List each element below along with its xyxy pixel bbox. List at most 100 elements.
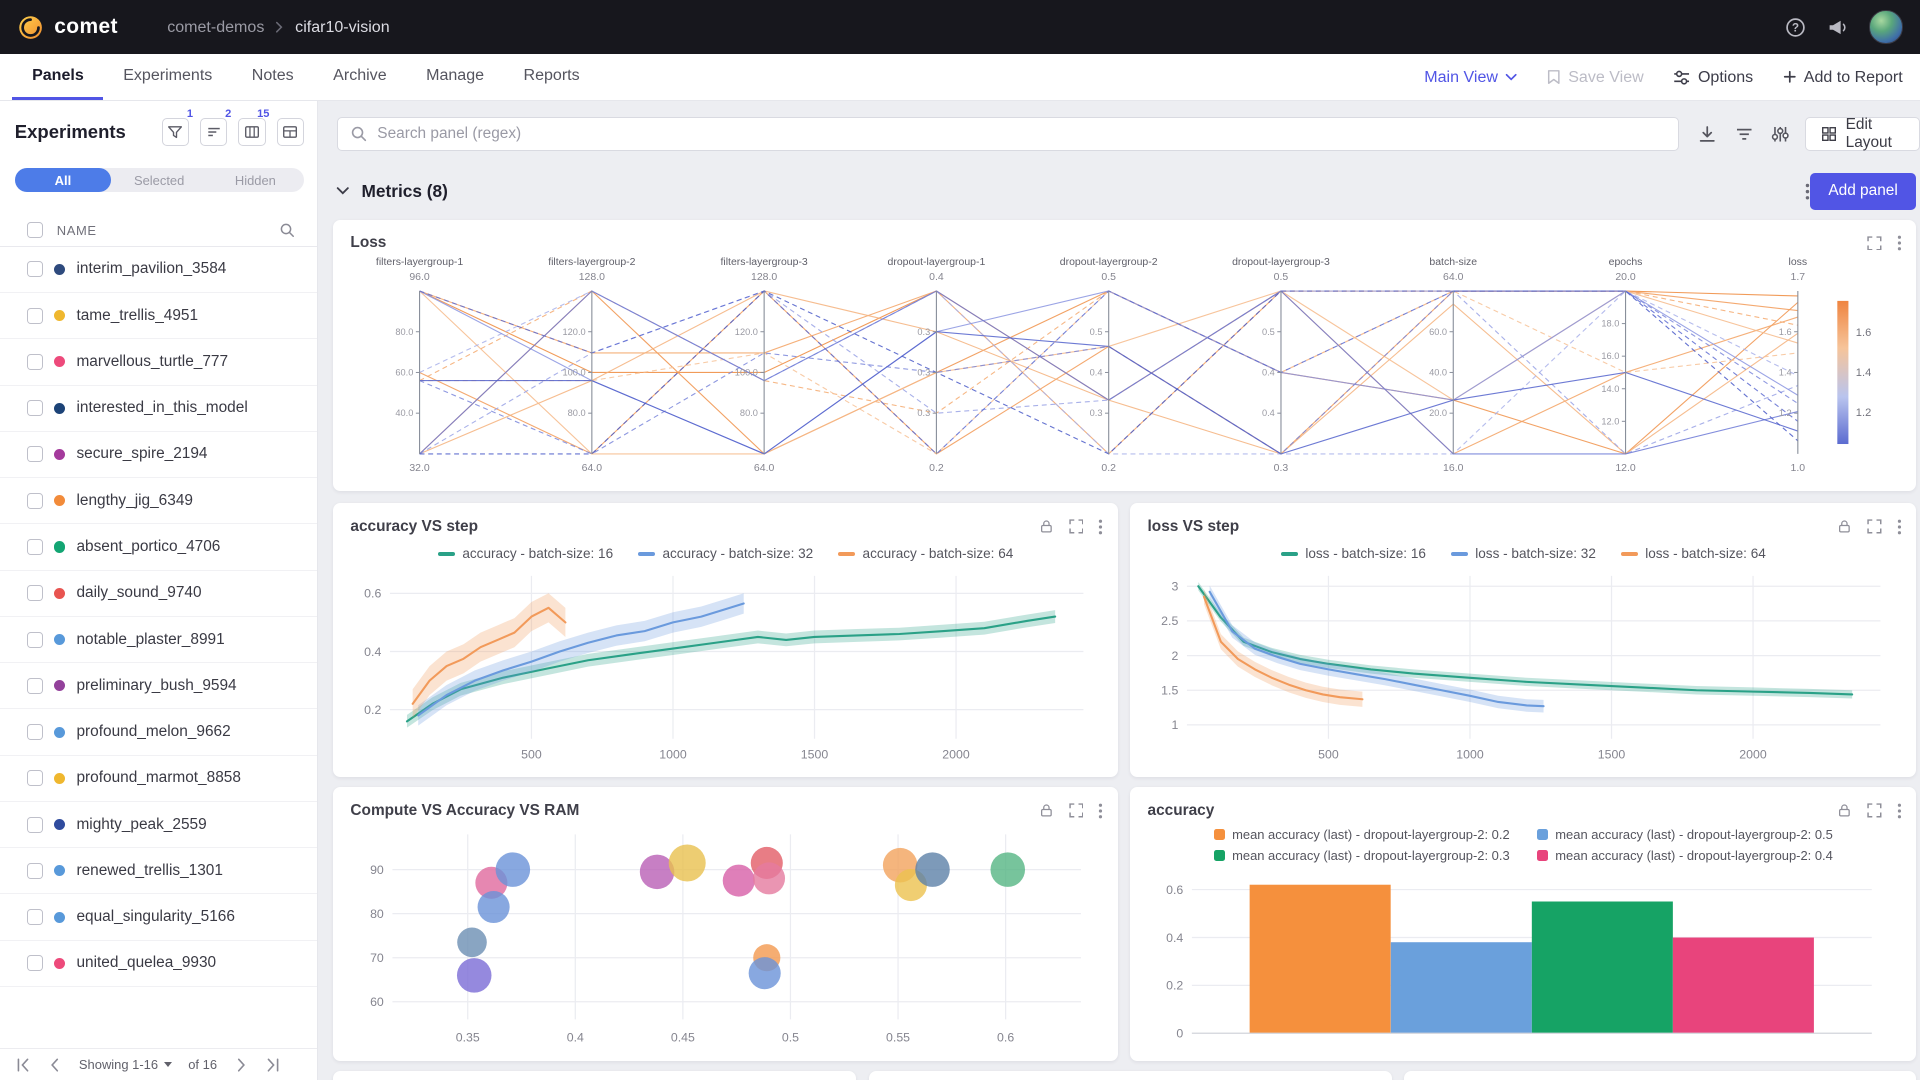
breadcrumb-project[interactable]: cifar10-vision [295,17,390,36]
options-button[interactable]: Options [1673,68,1753,87]
select-all-checkbox[interactable] [27,222,44,239]
user-avatar[interactable] [1869,10,1903,44]
save-view-button[interactable]: Save View [1547,68,1644,87]
legend-item[interactable]: mean accuracy (last) - dropout-layergrou… [1536,848,1833,863]
tab-experiments[interactable]: Experiments [123,66,213,85]
panel-search-input[interactable] [377,124,1666,143]
experiment-row[interactable]: interested_in_this_model [0,386,318,432]
expand-icon[interactable] [1867,519,1882,534]
legend-item[interactable]: loss - batch-size: 16 [1280,546,1426,561]
experiment-checkbox[interactable] [27,816,44,833]
legend-item[interactable]: mean accuracy (last) - dropout-layergrou… [1213,848,1510,863]
tab-panels[interactable]: Panels [12,54,104,101]
experiment-row[interactable]: lengthy_jig_6349 [0,478,318,525]
experiment-checkbox[interactable] [27,677,44,694]
svg-text:0.6: 0.6 [997,1030,1014,1044]
filter-selected[interactable]: Selected [133,172,185,188]
announcement-icon[interactable] [1827,17,1848,38]
legend-item[interactable]: mean accuracy (last) - dropout-layergrou… [1536,827,1833,842]
collapse-chevron-icon[interactable] [336,186,350,196]
columns-button[interactable]: 15 [238,108,269,146]
edit-layout-button[interactable]: Edit Layout [1805,116,1920,151]
experiment-row[interactable]: interim_pavilion_3584 [0,247,318,294]
experiment-row[interactable]: renewed_trellis_1301 [0,848,318,895]
experiment-checkbox[interactable] [27,585,44,602]
legend-item[interactable]: accuracy - batch-size: 64 [837,546,1013,561]
experiment-row[interactable]: secure_spire_2194 [0,432,318,479]
experiment-checkbox[interactable] [27,400,44,417]
expand-icon[interactable] [1867,236,1882,251]
kebab-icon[interactable] [1098,519,1103,535]
panel-settings-icon[interactable] [1771,125,1790,144]
filter-experiments-button[interactable]: 1 [161,108,193,146]
experiment-checkbox[interactable] [27,955,44,972]
lock-icon[interactable] [1039,519,1054,534]
kebab-icon[interactable] [1098,803,1103,819]
parallel-coordinates-chart[interactable]: filters-layergroup-1 96.0 32.0 80.0 60.0 40.0… [348,254,1901,481]
experiment-checkbox[interactable] [27,446,44,463]
legend-item[interactable]: loss - batch-size: 32 [1450,546,1596,561]
experiment-row[interactable]: united_quelea_9930 [0,941,318,988]
experiment-checkbox[interactable] [27,307,44,324]
first-page-icon[interactable] [15,1057,31,1073]
expand-icon[interactable] [1069,519,1084,534]
experiment-checkbox[interactable] [27,261,44,278]
legend-item[interactable]: loss - batch-size: 64 [1620,546,1766,561]
tab-reports[interactable]: Reports [523,66,580,85]
experiment-row[interactable]: daily_sound_9740 [0,571,318,617]
loss-line-chart[interactable]: 500 1000 1500 2000 1 1.5 2 2.5 3 [1145,566,1900,763]
experiment-checkbox[interactable] [27,770,44,787]
experiment-checkbox[interactable] [27,909,44,926]
accuracy-line-chart[interactable]: 500 1000 1500 2000 0.2 0.4 0.6 [348,566,1103,763]
help-icon[interactable] [1785,17,1806,38]
experiment-row[interactable]: equal_singularity_5166 [0,894,318,941]
expand-icon[interactable] [1867,803,1882,818]
add-to-report-button[interactable]: Add to Report [1783,68,1903,87]
experiment-checkbox[interactable] [27,862,44,879]
search-experiments-icon[interactable] [279,222,295,238]
bubble-chart[interactable]: 0.35 0.4 0.45 0.5 0.55 0.6 60 70 80 90 [348,822,1103,1047]
experiment-row[interactable]: mighty_peak_2559 [0,802,318,849]
prev-page-icon[interactable] [47,1057,63,1073]
breadcrumb-workspace[interactable]: comet-demos [167,17,265,36]
experiment-checkbox[interactable] [27,631,44,648]
experiment-row[interactable]: preliminary_bush_9594 [0,663,318,710]
filter-hidden[interactable]: Hidden [234,172,276,188]
experiment-row[interactable]: profound_melon_9662 [0,709,318,756]
expand-icon[interactable] [1069,803,1084,818]
experiment-checkbox[interactable] [27,492,44,509]
export-icon[interactable] [1698,125,1717,144]
bar-chart[interactable]: 0 0.2 0.4 0.6 [1145,863,1901,1048]
last-page-icon[interactable] [265,1057,281,1073]
experiment-row[interactable]: absent_portico_4706 [0,524,318,571]
svg-text:40.0: 40.0 [395,408,413,418]
kebab-icon[interactable] [1897,519,1902,535]
experiment-row[interactable]: notable_plaster_8991 [0,617,318,664]
experiment-checkbox[interactable] [27,538,44,555]
tab-notes[interactable]: Notes [251,66,294,85]
lock-icon[interactable] [1837,519,1852,534]
lock-icon[interactable] [1039,803,1054,818]
lock-icon[interactable] [1837,803,1852,818]
legend-item[interactable]: accuracy - batch-size: 32 [637,546,813,561]
comet-logo[interactable]: comet [17,14,118,41]
kebab-icon[interactable] [1897,235,1902,251]
legend-item[interactable]: mean accuracy (last) - dropout-layergrou… [1213,827,1510,842]
add-panel-button[interactable]: Add panel [1809,172,1917,210]
experiment-checkbox[interactable] [27,724,44,741]
filter-all[interactable]: All [14,167,112,193]
experiment-row[interactable]: profound_marmot_8858 [0,756,318,802]
filter-panels-icon[interactable] [1735,125,1754,144]
next-page-icon[interactable] [233,1057,249,1073]
group-button[interactable] [276,118,304,146]
experiment-row[interactable]: marvellous_turtle_777 [0,339,318,386]
experiment-row[interactable]: tame_trellis_4951 [0,293,318,340]
pagination-range-dropdown[interactable]: Showing 1-16 [79,1057,173,1072]
tab-archive[interactable]: Archive [333,66,387,85]
kebab-icon[interactable] [1897,803,1902,819]
tab-manage[interactable]: Manage [426,66,485,85]
experiment-checkbox[interactable] [27,353,44,370]
main-view-dropdown[interactable]: Main View [1424,68,1517,87]
legend-item[interactable]: accuracy - batch-size: 16 [437,546,613,561]
sort-experiments-button[interactable]: 2 [200,108,231,146]
